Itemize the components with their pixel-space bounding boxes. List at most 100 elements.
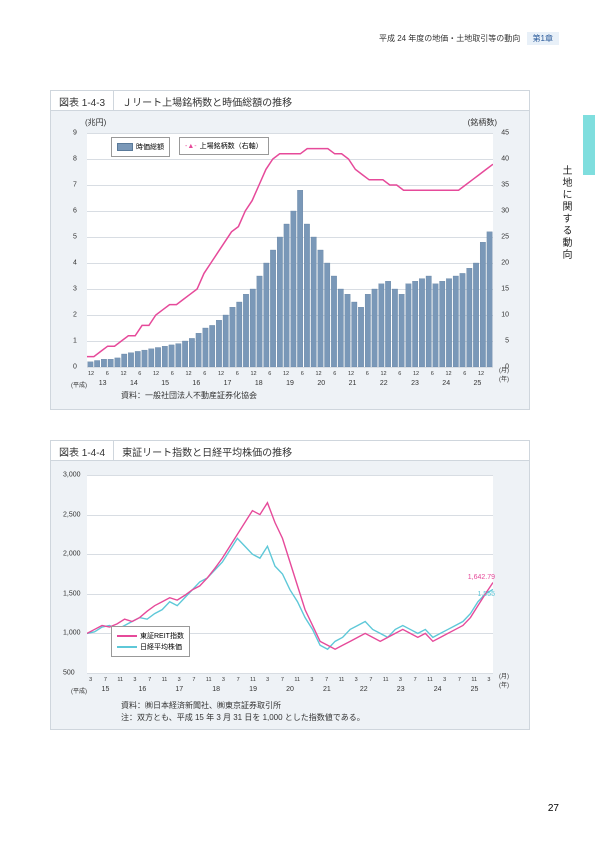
legend-item-nikkei: 日経平均株価 [117,642,184,652]
x-month-label [212,677,219,683]
x-month-label: 12 [152,371,160,377]
x-month-label [453,371,461,377]
x-year-label: 22 [345,686,382,693]
x-month-label [225,371,233,377]
x-month-label [257,677,264,683]
x-year-label: 18 [198,686,235,693]
x-month-label: 11 [382,677,389,683]
chart-1-y-right-label: (銘柄数) [468,117,497,128]
x-month-label: 6 [331,371,339,377]
x-month-label [241,371,249,377]
y-right-tick: 10 [501,312,509,319]
header-text: 平成 24 年度の地価・土地取引等の動向 [379,34,520,43]
x-year-label: 20 [272,686,309,693]
reit-line-icon [117,635,137,637]
chart-2-title-row: 図表 1-4-4 東証リート指数と日経平均株価の推移 [51,441,529,461]
line-marker-icon: -▲- [185,143,197,150]
chapter-badge: 第1章 [527,32,559,45]
x-month-label [404,677,411,683]
chart-2-month-unit: (月)(年) [499,671,509,689]
x-month-label: 6 [461,371,469,377]
chart-1-y-left-label: (兆円) [85,117,106,128]
x-month-label: 6 [168,371,176,377]
chart-1-legend: 時価総額 [111,137,170,157]
x-month-label: 3 [397,677,404,683]
y-tick: 1,500 [63,590,81,597]
y-tick: 3,000 [63,472,81,479]
x-month-label [436,371,444,377]
x-month-label [271,677,278,683]
chart-1-title: Ｊリート上場銘柄数と時価総額の推移 [114,91,300,110]
x-month-label: 11 [338,677,345,683]
chart-1-era: (平成) [71,380,87,389]
x-year-label: 21 [308,686,345,693]
chart-2-container: 図表 1-4-4 東証リート指数と日経平均株価の推移 5001,0001,500… [50,440,530,730]
x-year-label: 22 [368,380,399,387]
x-month-label: 11 [426,677,433,683]
y-right-tick: 35 [501,182,509,189]
y-right-tick: 30 [501,208,509,215]
y-right-tick: 40 [501,156,509,163]
x-year-label: 20 [306,380,337,387]
x-year-label: 19 [274,380,305,387]
y-left-tick: 7 [73,182,77,189]
side-tab [583,115,595,175]
y-right-tick: 45 [501,130,509,137]
chart-2-source-line: 資料：㈱日本経済新聞社、㈱東京証券取引所 [121,700,365,711]
x-month-label: 3 [176,677,183,683]
y-left-tick: 6 [73,208,77,215]
legend-item-reit: 東証REIT指数 [117,631,184,641]
x-month-label [420,371,428,377]
x-month-label: 6 [428,371,436,377]
x-month-label [183,677,190,683]
x-month-label: 6 [266,371,274,377]
x-month-label: 12 [250,371,258,377]
x-month-label [198,677,205,683]
x-year-label: 23 [399,380,430,387]
x-month-label: 12 [282,371,290,377]
x-month-label [375,677,382,683]
x-year-label: 16 [181,380,212,387]
x-month-label [109,677,116,683]
x-month-label: 12 [412,371,420,377]
x-month-label [227,677,234,683]
x-month-label: 6 [136,371,144,377]
x-month-label [469,371,477,377]
x-month-label: 7 [323,677,330,683]
legend-nikkei-label: 日経平均株価 [140,642,182,652]
x-month-label: 12 [380,371,388,377]
side-section-label: 土地に関する動向 [558,165,573,261]
x-month-label: 12 [347,371,355,377]
x-month-label [144,371,152,377]
x-month-label [463,677,470,683]
y-right-tick: 25 [501,234,509,241]
x-month-label: 3 [353,677,360,683]
x-month-label [360,677,367,683]
x-month-label [209,371,217,377]
x-month-label: 6 [233,371,241,377]
x-year-label: 15 [87,686,124,693]
x-month-label: 7 [146,677,153,683]
x-month-label: 6 [298,371,306,377]
page-number: 27 [548,803,559,814]
x-year-label: 25 [462,380,493,387]
x-month-label [274,371,282,377]
x-month-label: 7 [456,677,463,683]
x-month-label [485,371,493,377]
x-month-label [111,371,119,377]
legend-line-label: 上場銘柄数（右軸） [200,141,263,151]
x-month-label [306,371,314,377]
x-month-label [371,371,379,377]
y-left-tick: 2 [73,312,77,319]
x-month-label: 12 [185,371,193,377]
chart-1-legend-line: -▲- 上場銘柄数（右軸） [179,137,269,155]
y-right-tick: 5 [505,338,509,345]
x-month-label [388,371,396,377]
y-left-tick: 4 [73,260,77,267]
y-right-tick: 20 [501,260,509,267]
x-month-label [258,371,266,377]
x-month-label [301,677,308,683]
x-month-label [160,371,168,377]
x-month-label [286,677,293,683]
chart-2-source: 資料：㈱日本経済新聞社、㈱東京証券取引所 注：双方とも、平成 15 年 3 月 … [121,700,365,723]
